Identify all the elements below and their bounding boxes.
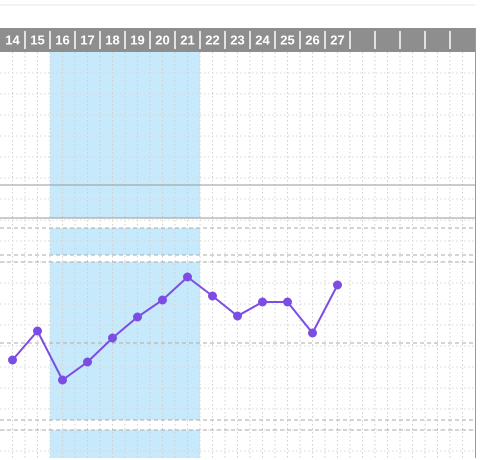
day-label: 17 <box>80 32 94 47</box>
data-point <box>58 375 67 385</box>
day-label: 23 <box>230 32 244 47</box>
day-label: 24 <box>255 32 270 47</box>
day-label: 14 <box>5 32 20 47</box>
data-point <box>308 328 317 338</box>
day-label: 25 <box>280 32 294 47</box>
data-point <box>283 297 292 307</box>
day-label: 20 <box>155 32 169 47</box>
day-label: 16 <box>55 32 69 47</box>
data-point <box>8 355 17 365</box>
day-label: 22 <box>205 32 219 47</box>
marks <box>8 272 342 385</box>
data-point <box>158 295 167 305</box>
data-point <box>208 291 217 301</box>
day-label: 19 <box>130 32 144 47</box>
data-point <box>33 326 42 336</box>
background <box>0 52 475 458</box>
data-point <box>183 272 192 282</box>
day-label: 15 <box>30 32 44 47</box>
day-label: 27 <box>330 32 344 47</box>
right-border <box>475 28 476 458</box>
header-bar <box>0 28 475 52</box>
data-point <box>133 312 142 322</box>
data-point <box>258 297 267 307</box>
data-point <box>333 280 342 290</box>
day-label: 18 <box>105 32 119 47</box>
day-label: 21 <box>180 32 194 47</box>
data-point <box>233 311 242 321</box>
data-point <box>83 357 92 367</box>
data-point <box>108 333 117 343</box>
highlight <box>50 52 200 218</box>
day-label: 26 <box>305 32 319 47</box>
